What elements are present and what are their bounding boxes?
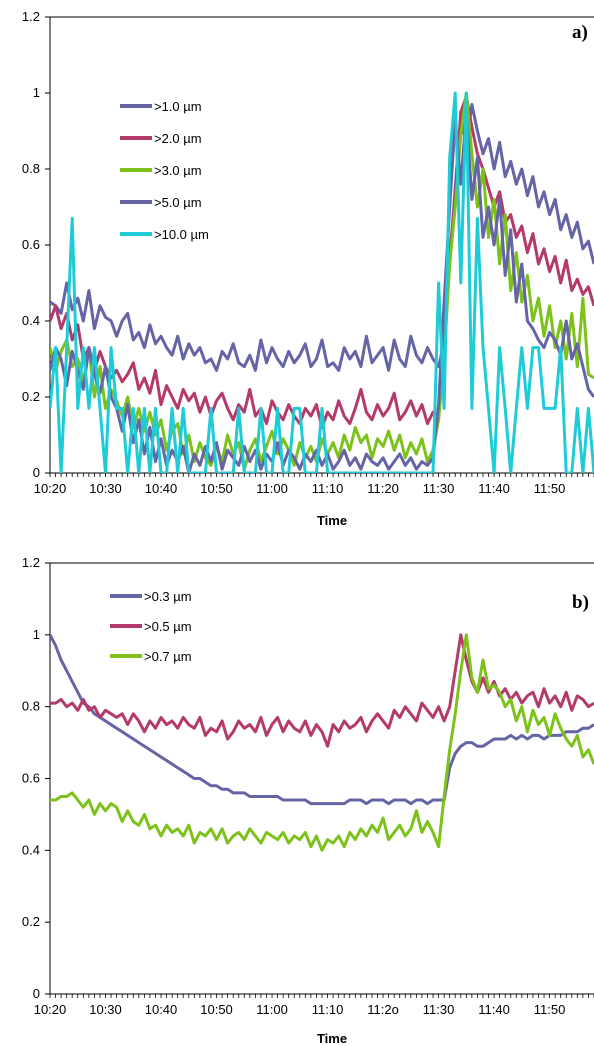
- y-tick-label: 0: [33, 986, 40, 1001]
- y-tick-label: 0.2: [22, 389, 40, 404]
- x-axis-title: Time: [317, 1031, 347, 1046]
- x-tick-label: 11:40: [478, 1002, 510, 1017]
- legend-label-0: >1.0 µm: [154, 99, 202, 114]
- panel-a-chart: 0 0.2 0.4 0.6 0.8 1 1.2 10:20 10:30 10:40 10:50 11:…: [22, 9, 594, 528]
- y-tick-label: 0.6: [22, 237, 40, 252]
- series-line-4: [50, 91, 594, 473]
- x-tick-label: 10:40: [145, 1002, 178, 1017]
- y-tick-label: 0.6: [22, 771, 40, 786]
- y-tick-label: 0.8: [22, 161, 40, 176]
- panel-label: b): [572, 592, 589, 613]
- panel-label: a): [572, 22, 588, 43]
- series-line-2: [50, 633, 594, 852]
- legend-label-1: >2.0 µm: [154, 131, 202, 146]
- x-tick-label: 10:30: [89, 481, 122, 496]
- y-tick-label: 0.8: [22, 699, 40, 714]
- legend-label-0: >0.3 µm: [144, 589, 192, 604]
- x-tick-label: 10:50: [200, 481, 233, 496]
- x-tick-label: 11:40: [478, 481, 510, 496]
- x-tick-label: 10:40: [145, 481, 178, 496]
- x-tick-label: 11:50: [534, 1002, 566, 1017]
- legend-label-3: >5.0 µm: [154, 195, 202, 210]
- legend-label-1: >0.5 µm: [144, 619, 192, 634]
- y-tick-label: 0.4: [22, 313, 40, 328]
- series-line-0: [50, 634, 594, 806]
- x-tick-label: 11:00: [256, 1002, 288, 1017]
- x-tick-label: 11:20: [367, 481, 399, 496]
- x-tick-label: 10:20: [34, 481, 67, 496]
- series-line-3: [50, 110, 594, 473]
- x-tick-label: 10:30: [89, 1002, 122, 1017]
- y-tick-label: 1.2: [22, 9, 40, 24]
- series-line-1: [50, 633, 594, 748]
- x-tick-label: 11:10: [312, 1002, 344, 1017]
- panel-b-chart: 0 0.2 0.4 0.6 0.8 1 1.2 10:20 10:30 10:40 10:50 11:…: [22, 555, 594, 1046]
- x-tick-label: 10:20: [34, 1002, 67, 1017]
- y-tick-label: 0.2: [22, 914, 40, 929]
- series-line-1: [50, 95, 594, 429]
- x-tick-label: 11:2ο: [367, 1002, 399, 1017]
- y-tick-label: 0.4: [22, 842, 40, 857]
- series-line-0: [50, 102, 594, 372]
- y-tick-label: 1: [33, 85, 40, 100]
- legend-label-2: >0.7 µm: [144, 649, 192, 664]
- legend-label-2: >3.0 µm: [154, 163, 202, 178]
- x-tick-label: 11:30: [423, 481, 455, 496]
- y-tick-label: 1.2: [22, 555, 40, 570]
- y-tick-label: 1: [33, 627, 40, 642]
- x-axis-title: Time: [317, 513, 347, 528]
- x-tick-label: 10:50: [200, 1002, 233, 1017]
- x-tick-label: 11:30: [423, 1002, 455, 1017]
- x-tick-label: 11:50: [534, 481, 566, 496]
- legend-label-4: >10.0 µm: [154, 227, 209, 242]
- x-tick-label: 11:10: [312, 481, 344, 496]
- x-tick-label: 11:00: [256, 481, 288, 496]
- y-tick-label: 0: [33, 465, 40, 480]
